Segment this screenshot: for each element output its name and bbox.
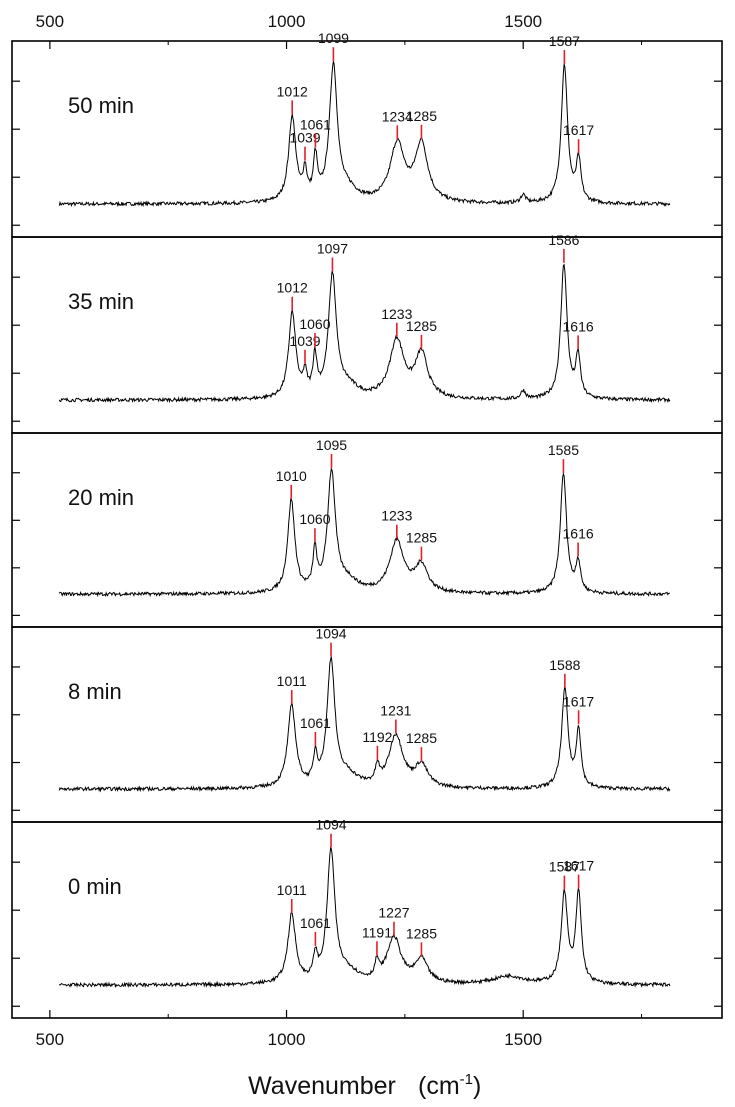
peak-label: 1285 [406, 530, 437, 546]
x-axis-unit: (cm-1) [418, 1071, 481, 1100]
panel-label: 35 min [68, 289, 134, 314]
peak-label: 1233 [381, 306, 412, 322]
peak-label: 1060 [299, 316, 330, 332]
peak-label: 1617 [563, 693, 594, 709]
peak-label: 1285 [406, 318, 437, 334]
panel-label: 50 min [68, 93, 134, 118]
peak-label: 1588 [549, 657, 580, 673]
top-x-axis: 500 1000 1500 [36, 12, 643, 49]
peak-label: 1587 [549, 859, 580, 875]
peak-label: 1231 [380, 702, 411, 718]
peak-label: 1285 [406, 730, 437, 746]
panel-frame [11, 821, 723, 1019]
peak-label: 1095 [316, 437, 347, 453]
peak-label: 1011 [277, 882, 307, 898]
peak-label: 1039 [289, 130, 320, 146]
peak-label: 1585 [548, 442, 579, 458]
panels-group: 50 min1012103910611099123412851587161735… [11, 30, 723, 1019]
peak-label: 1234 [382, 108, 413, 124]
x-axis-unit-superscript: -1 [460, 1071, 473, 1088]
bottom-tick-label: 500 [36, 1030, 64, 1049]
top-tick-label: 1500 [504, 12, 542, 31]
peak-label: 1192 [362, 729, 392, 745]
peak-label: 1061 [300, 915, 331, 931]
spectrum-line [58, 263, 671, 404]
peak-label: 1617 [563, 858, 594, 874]
peak-label: 1012 [277, 83, 308, 99]
peak-label: 1285 [406, 108, 437, 124]
spectrum-line [58, 467, 670, 598]
peak-label: 1010 [276, 468, 307, 484]
peak-label: 1617 [563, 122, 594, 138]
spectrum-line [58, 61, 671, 208]
peak-label: 1586 [548, 232, 579, 248]
peak-label: 1061 [300, 715, 331, 731]
top-tick-label: 500 [36, 12, 64, 31]
spectrum-line [58, 846, 671, 989]
peak-label: 1587 [549, 33, 580, 49]
bottom-tick-label: 1500 [504, 1030, 542, 1049]
panel-frame [11, 40, 723, 238]
peak-label: 1061 [300, 117, 331, 133]
peak-label: 1011 [277, 673, 307, 689]
peak-label: 1616 [563, 318, 594, 334]
peak-label: 1039 [289, 333, 320, 349]
panel-frame [11, 432, 723, 628]
panel-frame [11, 626, 723, 823]
peak-label: 1097 [317, 240, 348, 256]
spectrum-line [58, 656, 671, 793]
x-axis-unit-open: (cm [418, 1072, 460, 1100]
bottom-tick-label: 1000 [268, 1030, 306, 1049]
x-axis-unit-close: ) [473, 1072, 481, 1100]
panel-frame [11, 236, 723, 434]
peak-label: 1099 [318, 30, 349, 46]
panel-2: 20 min 1010 1060 1095 1233 1285 1585 1616 [11, 432, 723, 628]
peak-label: 1285 [406, 925, 437, 941]
x-axis-title: Wavenumber [248, 1072, 396, 1100]
peak-label: 1233 [381, 508, 412, 524]
peak-label: 1094 [315, 626, 346, 642]
peak-label: 1094 [315, 817, 346, 833]
panel-label: 8 min [68, 679, 122, 704]
peak-label: 1616 [563, 526, 594, 542]
top-tick-label: 1000 [268, 12, 306, 31]
peak-label: 1060 [299, 511, 330, 527]
panel-3: 8 min 1011 1061 1094 1192 1231 1285 1588 1617 [11, 626, 723, 823]
peak-label: 1227 [378, 905, 409, 921]
peak-label: 1012 [277, 280, 308, 296]
panel-label: 20 min [68, 485, 134, 510]
panel-label: 0 min [68, 874, 122, 899]
peak-label: 1191 [362, 924, 392, 940]
bottom-x-axis: 500 1000 1500 [36, 1010, 643, 1049]
